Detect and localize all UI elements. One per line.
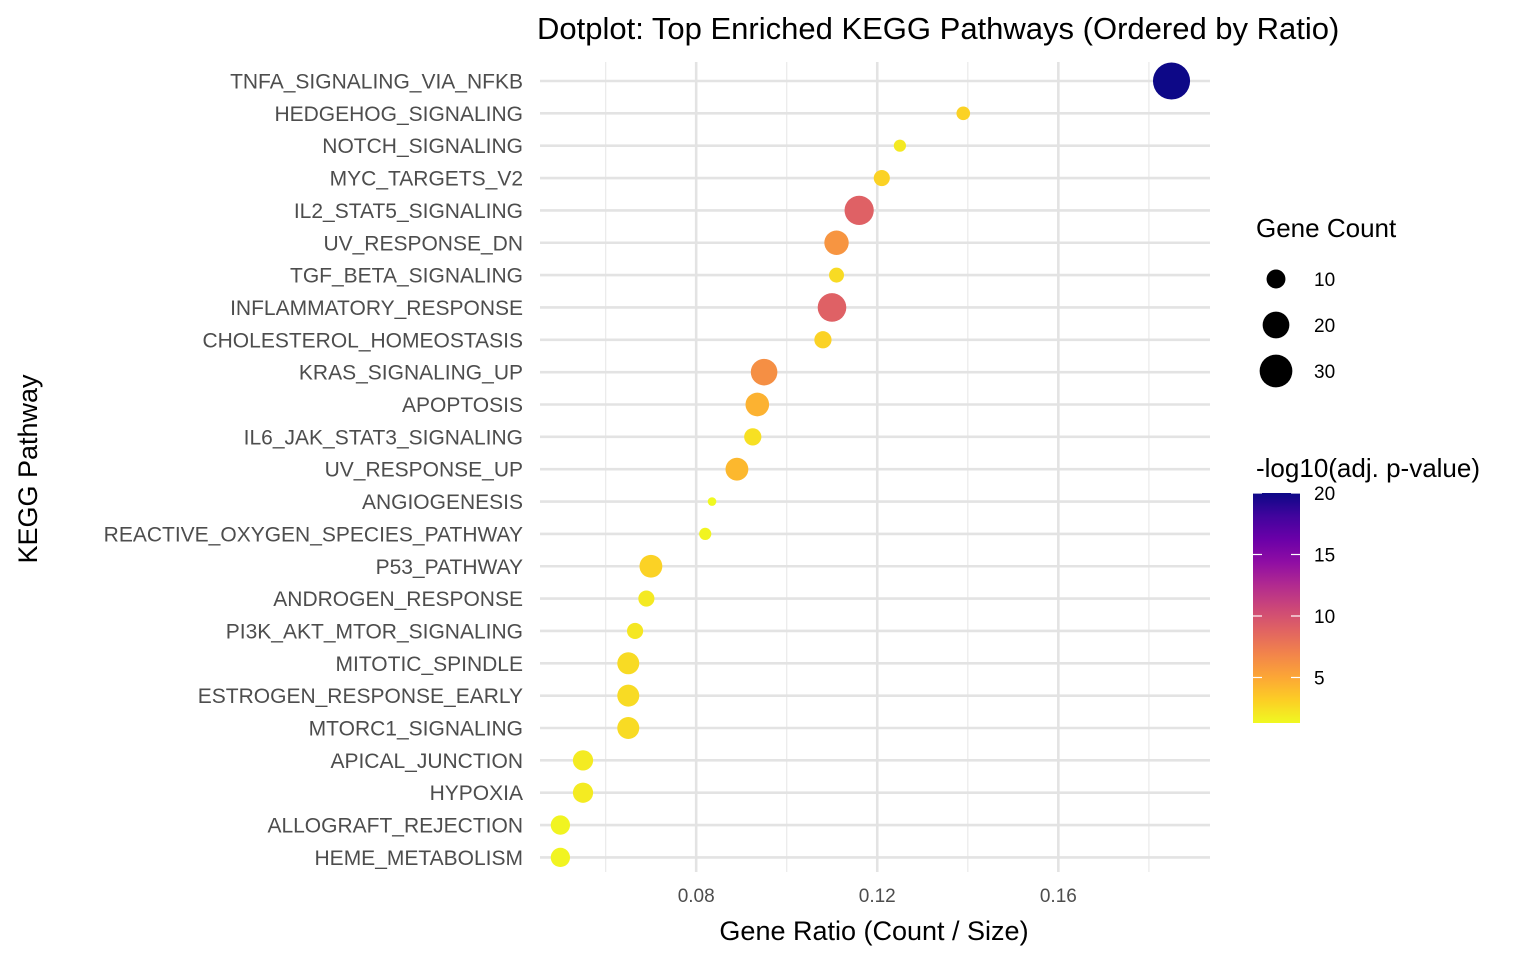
chart-title: Dotplot: Top Enriched KEGG Pathways (Ord… (537, 11, 1339, 46)
data-point (617, 717, 640, 739)
y-tick-labels: TNFA_SIGNALING_VIA_NFKB HEDGEHOG_SIGNALIN… (104, 71, 523, 870)
y-tick-label: MTORC1_SIGNALING (309, 718, 523, 741)
data-point (893, 139, 906, 152)
x-axis-title: Gene Ratio (Count / Size) (719, 916, 1028, 946)
x-tick-label: 0.16 (1040, 886, 1077, 907)
y-tick-label: P53_PATHWAY (376, 556, 523, 579)
data-point (699, 527, 712, 541)
y-tick-label: APICAL_JUNCTION (330, 750, 523, 773)
data-point (956, 106, 971, 121)
y-tick-label: ANGIOGENESIS (362, 491, 523, 514)
y-tick-label: IL2_STAT5_SIGNALING (294, 200, 523, 223)
y-tick-label: ESTROGEN_RESPONSE_EARLY (198, 685, 523, 708)
y-tick-label: APOPTOSIS (402, 394, 523, 417)
data-point (617, 684, 640, 707)
color-legend: -log10(adj. p-value) 5 10 15 20 (1253, 453, 1480, 723)
data-point (707, 497, 717, 506)
y-tick-label: UV_RESPONSE_DN (323, 232, 523, 255)
y-axis-title: KEGG Pathway (13, 374, 43, 564)
y-tick-label: KRAS_SIGNALING_UP (299, 362, 523, 385)
size-legend-label: 10 (1314, 270, 1335, 291)
y-tick-label: ALLOGRAFT_REJECTION (267, 815, 523, 838)
data-point (873, 169, 890, 187)
y-tick-label: TNFA_SIGNALING_VIA_NFKB (230, 71, 523, 94)
colorbar-tick-label: 5 (1314, 668, 1325, 689)
data-point (550, 847, 571, 868)
data-point (572, 750, 594, 771)
y-tick-label: MYC_TARGETS_V2 (330, 168, 523, 191)
colorbar-tick-label: 20 (1314, 484, 1335, 505)
x-tick-label: 0.12 (859, 886, 896, 907)
data-point (824, 230, 849, 255)
y-tick-label: TGF_BETA_SIGNALING (290, 265, 523, 288)
data-point (572, 782, 594, 803)
color-legend-title: -log10(adj. p-value) (1256, 453, 1480, 483)
data-point (725, 457, 749, 481)
y-tick-label: HYPOXIA (430, 782, 523, 805)
data-point (617, 652, 640, 675)
colorbar (1253, 493, 1300, 723)
data-point (844, 195, 874, 226)
data-point (550, 815, 571, 835)
data-point (750, 358, 778, 386)
size-legend-dot (1266, 269, 1286, 289)
size-legend-title: Gene Count (1256, 213, 1397, 243)
y-tick-label: MITOTIC_SPINDLE (336, 653, 523, 676)
data-point (745, 392, 770, 417)
y-tick-label: IL6_JAK_STAT3_SIGNALING (244, 426, 523, 449)
data-point (1152, 62, 1191, 100)
data-point (744, 428, 762, 446)
data-point (829, 267, 844, 283)
data-point (814, 331, 832, 349)
data-point (626, 622, 644, 640)
data-point (817, 293, 847, 322)
x-tick-labels: 0.08 0.12 0.16 (678, 886, 1077, 907)
data-points (550, 62, 1191, 868)
data-point (638, 590, 655, 607)
colorbar-tick-label: 10 (1314, 607, 1335, 628)
x-tick-label: 0.08 (678, 886, 715, 907)
y-tick-label: HEDGEHOG_SIGNALING (274, 103, 523, 126)
y-tick-label: PI3K_AKT_MTOR_SIGNALING (226, 620, 523, 643)
y-tick-label: REACTIVE_OXYGEN_SPECIES_PATHWAY (104, 523, 523, 546)
colorbar-tick-label: 15 (1314, 545, 1335, 566)
y-tick-label: NOTCH_SIGNALING (322, 135, 523, 158)
size-legend-dot (1259, 354, 1293, 388)
size-legend-label: 30 (1314, 362, 1335, 383)
y-tick-label: CHOLESTEROL_HOMEOSTASIS (202, 329, 523, 352)
y-tick-label: UV_RESPONSE_UP (325, 459, 523, 482)
size-legend: Gene Count 10 20 30 (1256, 213, 1397, 388)
grid-lines (540, 62, 1210, 872)
size-legend-dot (1262, 311, 1290, 339)
y-tick-label: INFLAMMATORY_RESPONSE (230, 297, 523, 320)
size-legend-label: 20 (1314, 316, 1335, 337)
data-point (639, 554, 663, 578)
y-tick-label: HEME_METABOLISM (315, 847, 523, 870)
y-tick-label: ANDROGEN_RESPONSE (273, 588, 523, 611)
